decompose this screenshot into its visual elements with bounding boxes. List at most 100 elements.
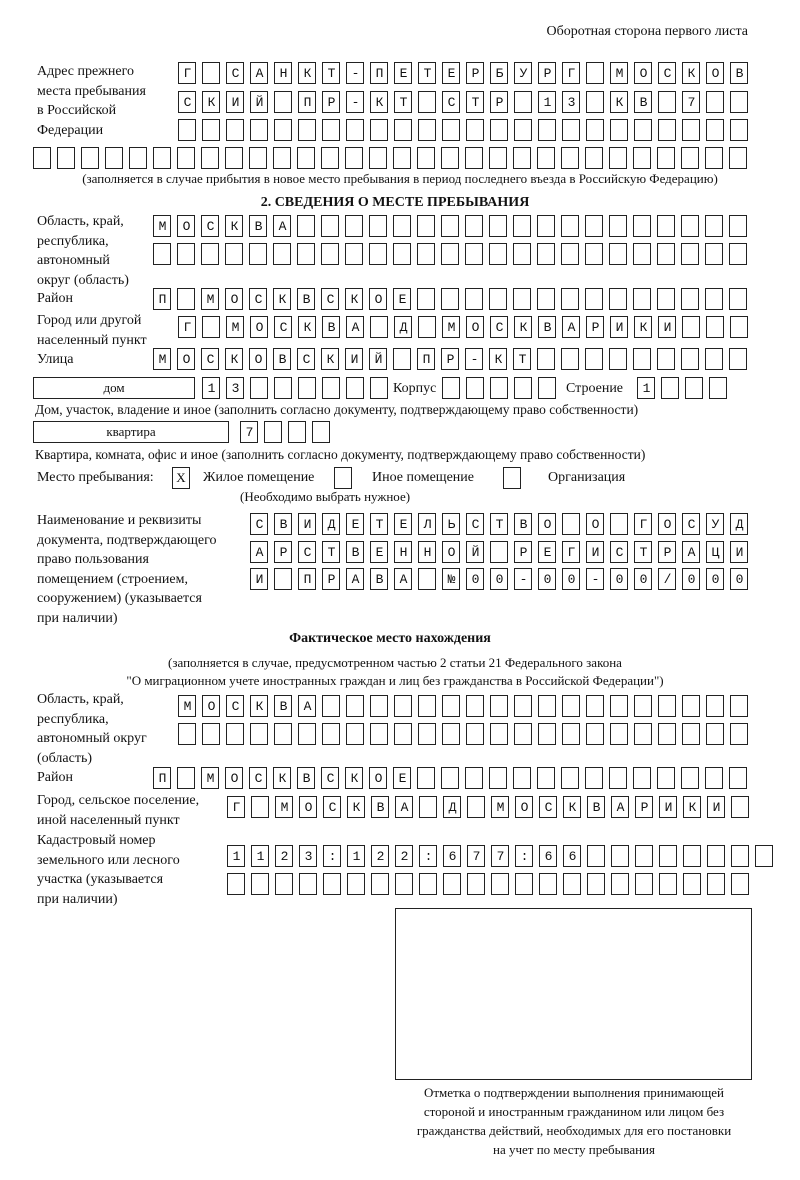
prev-address-row-4[interactable] [33, 147, 759, 170]
letter-box [346, 91, 364, 113]
letter-box [514, 91, 532, 113]
letter-box [394, 62, 412, 84]
region-row-1[interactable]: МОСКВА [153, 215, 759, 238]
letter-box [227, 845, 245, 867]
letter-box [418, 62, 436, 84]
letter-box [538, 723, 556, 745]
doc-row-3[interactable]: И ПРАВА №00-00-00/000 [250, 568, 760, 591]
letter-box [395, 796, 413, 818]
letter-box [730, 62, 748, 84]
street-label: Улица [37, 352, 74, 367]
cadastre-row-2[interactable] [227, 873, 761, 896]
region-row-2[interactable] [153, 243, 759, 266]
cadastre-label: Кадастровый номер земельного или лесного… [37, 833, 180, 907]
letter-box [634, 568, 652, 590]
actual-region-row-2[interactable] [178, 723, 760, 746]
doc-row-1[interactable]: СВИДЕТЕЛЬСТВО О ГОСУД [250, 513, 760, 536]
cadastre-row-1[interactable]: 1123:122:677:66 [227, 845, 785, 868]
doc-row-2[interactable]: АРСТВЕННОЙ РЕГИСТРАЦИ [250, 541, 760, 564]
stay-option-other-checkbox[interactable] [334, 467, 352, 489]
letter-box [441, 288, 459, 310]
letter-box [634, 723, 652, 745]
korpus-row[interactable] [442, 377, 568, 400]
letter-box [467, 873, 485, 895]
letter-box [395, 873, 413, 895]
letter-box [250, 723, 268, 745]
letter-box [609, 147, 627, 169]
district-label: Район [37, 291, 73, 306]
letter-box [683, 845, 701, 867]
house-type-field[interactable]: дом [33, 377, 195, 399]
house-number-row[interactable]: 13 [202, 377, 400, 400]
letter-box [129, 147, 147, 169]
letter-box [177, 767, 195, 789]
prev-address-row-3[interactable] [178, 119, 760, 142]
letter-box [729, 288, 747, 310]
city-row[interactable]: Г МОСКВА Д МОСКВАРИКИ [178, 316, 760, 339]
letter-box [705, 348, 723, 370]
letter-box [419, 796, 437, 818]
letter-box [370, 541, 388, 563]
letter-box [538, 91, 556, 113]
letter-box [441, 243, 459, 265]
letter-box [394, 541, 412, 563]
apt-type-field[interactable]: квартира [33, 421, 229, 443]
letter-box [634, 119, 652, 141]
letter-box [537, 147, 555, 169]
confirmation-stamp-box [395, 908, 752, 1080]
letter-box [369, 767, 387, 789]
letter-box [466, 541, 484, 563]
stay-option-residential-checkbox[interactable]: X [172, 467, 190, 489]
letter-box [393, 215, 411, 237]
letter-box [298, 377, 316, 399]
letter-box [490, 119, 508, 141]
prev-address-row-1[interactable]: Г СанкТ-ПЕТЕРБУРГ МОСКОВ [178, 62, 760, 85]
letter-box [250, 695, 268, 717]
letter-box [537, 243, 555, 265]
actual-district-row[interactable]: П МОСКВСКОЕ [153, 767, 759, 790]
letter-box [634, 541, 652, 563]
letter-box [682, 513, 700, 535]
letter-box [515, 845, 533, 867]
letter-box [538, 119, 556, 141]
apt-number-row[interactable]: 7 [240, 421, 342, 444]
letter-box [513, 767, 531, 789]
letter-box [490, 695, 508, 717]
letter-box [249, 288, 267, 310]
letter-box [250, 541, 268, 563]
letter-box [250, 377, 268, 399]
letter-box [227, 873, 245, 895]
letter-box [465, 215, 483, 237]
letter-box [393, 243, 411, 265]
letter-box [273, 288, 291, 310]
letter-box [297, 348, 315, 370]
letter-box [634, 91, 652, 113]
prev-address-row-2[interactable]: СКИЙ ПР-КТ СТР 13 КВ 7 [178, 91, 760, 114]
letter-box [585, 348, 603, 370]
letter-box [201, 147, 219, 169]
letter-box [730, 513, 748, 535]
actual-city-row[interactable]: Г МОСКВА Д МОСКВАРИКИ [227, 796, 761, 819]
letter-box [659, 845, 677, 867]
letter-box [586, 568, 604, 590]
letter-box [537, 288, 555, 310]
letter-box [369, 147, 387, 169]
letter-box [297, 215, 315, 237]
letter-box [610, 695, 628, 717]
street-row[interactable]: МОСКОВСКИЙ ПР-КТ [153, 348, 759, 371]
letter-box [466, 723, 484, 745]
building-row[interactable]: 1 [637, 377, 739, 400]
letter-box [466, 695, 484, 717]
letter-box [515, 873, 533, 895]
stay-option-organization-checkbox[interactable] [503, 467, 521, 489]
letter-box [322, 568, 340, 590]
letter-box [345, 243, 363, 265]
letter-box [264, 421, 282, 443]
letter-box [586, 513, 604, 535]
letter-box [288, 421, 306, 443]
letter-box [370, 723, 388, 745]
letter-box [417, 243, 435, 265]
actual-region-row-1[interactable]: МОСКВА [178, 695, 760, 718]
letter-box [346, 723, 364, 745]
district-row[interactable]: П МОСКВСКОЕ [153, 288, 759, 311]
